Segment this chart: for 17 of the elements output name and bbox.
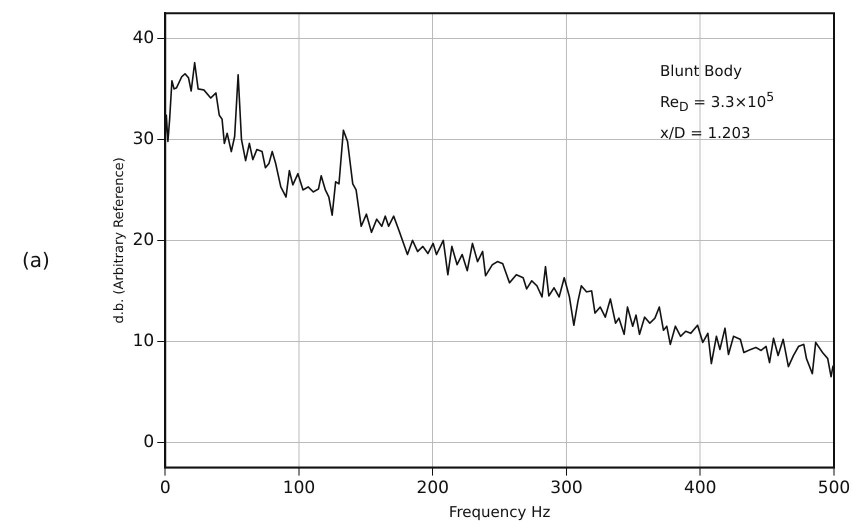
x-tick-label: 200	[416, 478, 449, 498]
panel-label: (a)	[22, 248, 50, 272]
y-tick-label: 20	[132, 230, 154, 250]
annotation: Re$_{D}$ = 3.3×10$^{5}$	[660, 88, 774, 116]
y-tick-label: 0	[143, 432, 154, 452]
x-tick-label: 300	[550, 478, 583, 498]
y-tick-label: 40	[132, 28, 154, 48]
annotation: Blunt Body	[660, 61, 743, 82]
x-tick-label: 0	[160, 478, 171, 498]
y-tick-label: 10	[132, 330, 154, 351]
x-tick-label: 400	[684, 478, 716, 498]
x-tick-label: 100	[282, 478, 316, 498]
y-tick-label: 30	[132, 128, 154, 149]
annotation: x/D = 1.203	[660, 123, 752, 144]
x-axis-title: Frequency Hz	[448, 502, 550, 521]
y-axis-title: d.b. (Arbitrary Reference)	[112, 157, 128, 324]
x-tick-label: 500	[818, 478, 850, 498]
